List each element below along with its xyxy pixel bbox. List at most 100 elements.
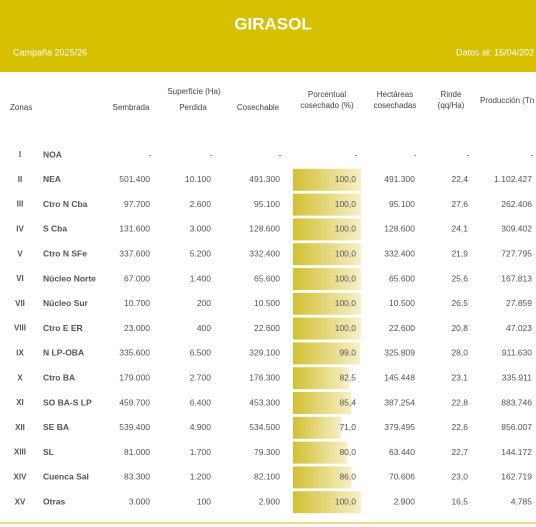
cell: 100,0 <box>335 174 357 184</box>
cell: 534.500 <box>249 422 280 432</box>
cell: 1.102.427 <box>494 174 532 184</box>
cell: 145.448 <box>384 372 415 382</box>
cell: 387.254 <box>384 397 415 407</box>
cell: 911.630 <box>502 348 532 358</box>
cell: 6.400 <box>190 397 212 407</box>
cell: 26,5 <box>451 298 468 308</box>
zone-name: Cuenca Sal <box>43 472 89 482</box>
cell: 2.900 <box>394 496 416 506</box>
cell: 23.000 <box>124 323 150 333</box>
cell: 335.600 <box>119 348 150 358</box>
column-header: cosechadas <box>374 101 417 110</box>
row-number: XIII <box>14 448 26 457</box>
zone-name: S Cba <box>43 224 67 234</box>
zone-name: Otras <box>43 496 65 506</box>
cell: 5.200 <box>190 248 212 258</box>
cell: 459.700 <box>119 397 150 407</box>
pct-bar <box>293 416 342 439</box>
cell: 2.700 <box>190 372 212 382</box>
column-header: Perdida <box>179 103 207 112</box>
pct-bar <box>293 292 361 315</box>
cell: 100,0 <box>335 298 357 308</box>
cell: 65.600 <box>254 273 280 283</box>
cell: - <box>531 149 534 159</box>
cell: - <box>414 149 417 159</box>
pct-bar <box>293 218 361 241</box>
cell: 3.000 <box>190 224 212 234</box>
cell: 100,0 <box>335 496 357 506</box>
cell: 10.500 <box>254 298 280 308</box>
row-number: XV <box>15 497 26 506</box>
row-number: IV <box>16 225 24 234</box>
cell: 86,0 <box>339 472 356 482</box>
column-header: Hectáreas <box>377 90 413 99</box>
cell: 539.400 <box>119 422 150 432</box>
cell: 81.000 <box>124 447 150 457</box>
zone-name: SO BA-S LP <box>43 397 92 407</box>
pct-bar <box>293 367 350 390</box>
row-number: I <box>19 150 21 159</box>
zone-name: NOA <box>43 149 62 159</box>
row-number: II <box>18 175 22 184</box>
row-number: VIII <box>14 324 26 333</box>
cell: 337.600 <box>119 248 150 258</box>
cell: 47.023 <box>506 323 532 333</box>
cell: 82,5 <box>339 372 356 382</box>
cell: - <box>210 149 213 159</box>
title: GIRASOL <box>234 14 311 33</box>
cell: 22,6 <box>451 422 468 432</box>
pct-bar <box>293 491 361 514</box>
cell: 4.785 <box>511 496 533 506</box>
pct-bar <box>293 342 361 365</box>
zone-name: SL <box>43 447 54 457</box>
cell: 325.809 <box>384 348 415 358</box>
row-number: IX <box>16 349 24 358</box>
cell: 22.600 <box>254 323 280 333</box>
cell: 453.300 <box>249 397 280 407</box>
cell: 10.700 <box>124 298 150 308</box>
zone-name: Ctro BA <box>43 372 75 382</box>
cell: 23,0 <box>451 472 468 482</box>
zone-name: SE BA <box>43 422 69 432</box>
cell: 85,4 <box>339 397 356 407</box>
column-header: Porcentual <box>308 90 346 99</box>
cell: 10.500 <box>389 298 415 308</box>
column-header: Cosechable <box>237 103 280 112</box>
cell: 99,0 <box>339 348 356 358</box>
cell: 97.700 <box>124 199 150 209</box>
pct-bar <box>293 392 352 414</box>
row-number: III <box>17 200 24 209</box>
row-number: X <box>17 373 23 382</box>
cell: 501.400 <box>119 174 150 184</box>
zone-name: Ctro N SFe <box>43 248 87 258</box>
cell: 22,4 <box>451 174 468 184</box>
column-header: cosechado (%) <box>300 101 354 110</box>
cell: 3.000 <box>129 496 151 506</box>
cell: 379.495 <box>384 422 415 432</box>
cell: 1.700 <box>190 447 212 457</box>
date: Datos al: 15/04/202 <box>456 47 534 57</box>
cell: 179.000 <box>119 372 150 382</box>
cell: 491.300 <box>384 174 415 184</box>
cell: 83.300 <box>124 472 150 482</box>
cell: 727.795 <box>501 248 532 258</box>
pct-bar <box>293 317 361 340</box>
column-header: (qq/Ha) <box>438 101 465 110</box>
cell: 63.440 <box>389 447 415 457</box>
cell: - <box>279 149 282 159</box>
cell: 6.500 <box>190 348 212 358</box>
cell: 70.606 <box>389 472 415 482</box>
cell: 100,0 <box>335 323 357 333</box>
cell: 22,7 <box>451 447 468 457</box>
cell: 309.402 <box>501 224 532 234</box>
cell: 10.100 <box>185 174 211 184</box>
cell: 80,0 <box>339 447 356 457</box>
cell: 2.900 <box>259 496 281 506</box>
row-number: VII <box>15 299 25 308</box>
cell: 82.100 <box>254 472 280 482</box>
cell: 100 <box>197 496 211 506</box>
column-header: Zonas <box>10 103 32 112</box>
zone-name: Núcleo Norte <box>43 273 96 283</box>
cell: 100,0 <box>335 224 357 234</box>
